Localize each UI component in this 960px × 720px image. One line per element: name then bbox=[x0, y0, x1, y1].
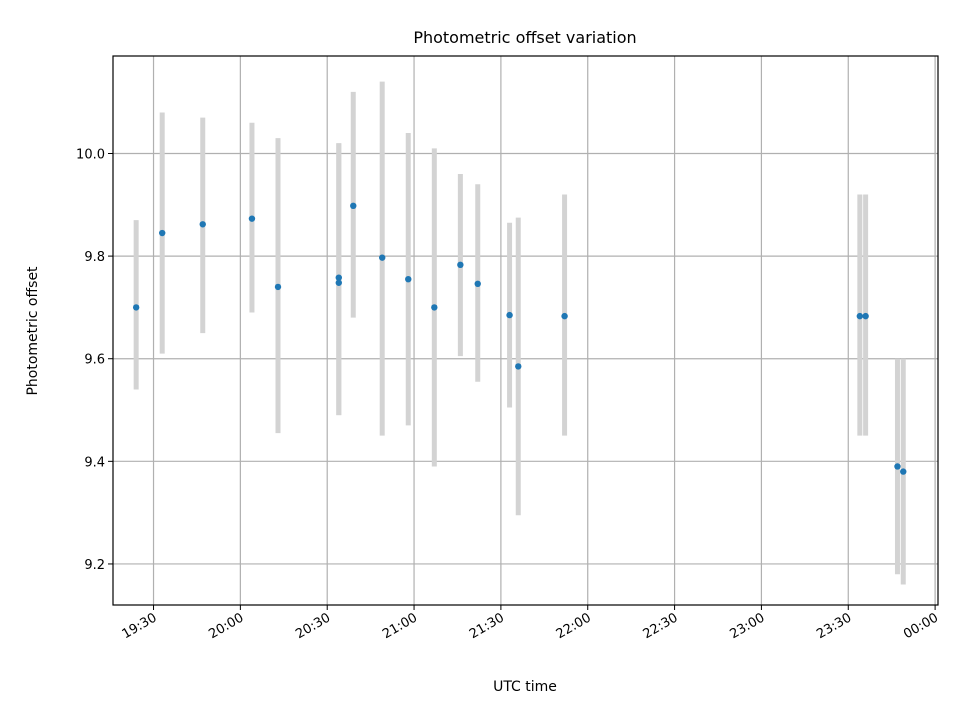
data-point bbox=[132, 304, 140, 311]
data-point bbox=[248, 215, 256, 222]
data-point bbox=[335, 274, 342, 281]
plot-frame bbox=[112, 55, 939, 606]
data-point bbox=[379, 254, 386, 261]
data-point bbox=[474, 280, 481, 288]
x-axis-label: UTC time bbox=[493, 679, 557, 695]
y-tick-label: 10.0 bbox=[76, 147, 105, 162]
chart-title: Photometric offset variation bbox=[413, 28, 636, 47]
data-point bbox=[274, 283, 282, 291]
data-point bbox=[405, 275, 412, 283]
y-tick-label: 9.6 bbox=[84, 353, 105, 368]
data-point bbox=[350, 202, 357, 210]
y-tick-label: 9.4 bbox=[84, 455, 105, 470]
data-point bbox=[335, 279, 342, 286]
grid-layer bbox=[113, 56, 938, 605]
data-point bbox=[862, 312, 869, 320]
point-layer bbox=[132, 202, 907, 475]
data-point bbox=[159, 229, 166, 237]
data-point bbox=[199, 221, 206, 228]
y-axis-ticks: 9.2 9.4 9.6 9.8 10.0 bbox=[76, 147, 113, 573]
data-point bbox=[515, 363, 522, 370]
data-point bbox=[431, 304, 438, 311]
data-point bbox=[506, 311, 513, 319]
data-point bbox=[856, 312, 864, 320]
data-point bbox=[900, 468, 907, 475]
y-axis-label: Photometric offset bbox=[25, 266, 41, 396]
data-point bbox=[457, 261, 464, 269]
data-point bbox=[561, 312, 568, 320]
y-tick-label: 9.8 bbox=[84, 250, 105, 265]
data-point bbox=[894, 463, 901, 470]
y-tick-label: 9.2 bbox=[84, 558, 105, 573]
